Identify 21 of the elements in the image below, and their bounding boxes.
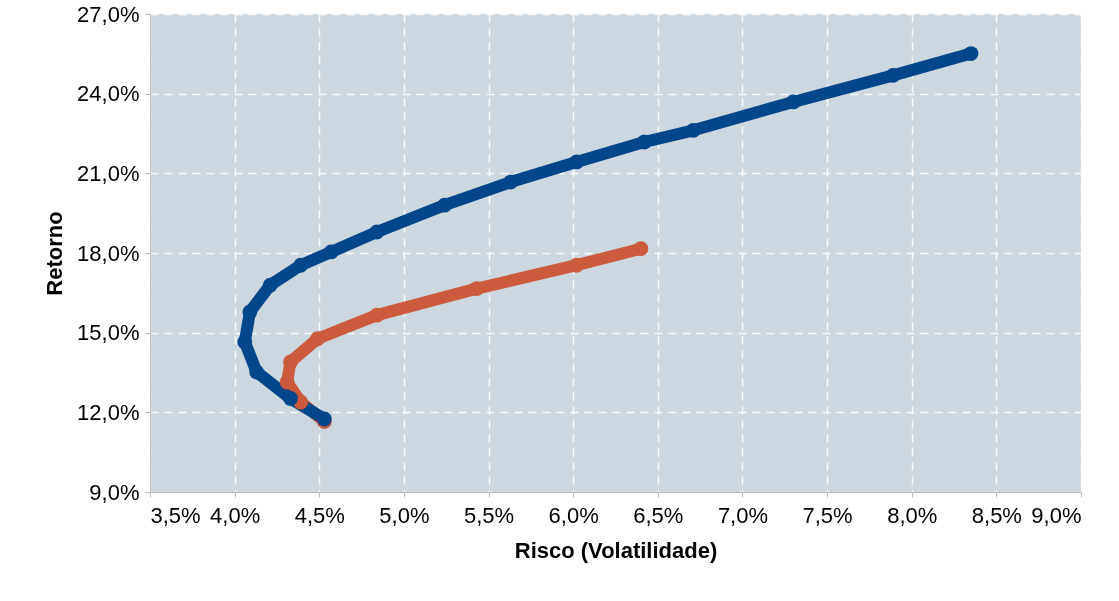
x-tick-label: 5,0% xyxy=(379,502,430,528)
x-axis-title: Risco (Volatilidade) xyxy=(514,537,718,563)
x-tick-label: 7,0% xyxy=(717,502,769,528)
x-tick-label: 8,0% xyxy=(887,502,938,528)
y-tick-label: 12,0% xyxy=(77,399,140,425)
y-tick-label: 15,0% xyxy=(77,320,140,346)
x-tick-label: 5,5% xyxy=(463,502,515,528)
y-tick-label: 9,0% xyxy=(89,479,140,505)
y-tick-label: 24,0% xyxy=(77,81,140,107)
x-tick-label: 4,5% xyxy=(294,502,345,528)
x-tick-label: 3,5% xyxy=(150,502,201,528)
x-tick-label: 7,5% xyxy=(802,502,853,528)
y-tick-label: 27,0% xyxy=(77,1,140,27)
x-tick-label: 9,0% xyxy=(1031,502,1082,528)
x-tick-label: 6,5% xyxy=(633,502,684,528)
x-tick-label: 6,0% xyxy=(548,502,599,528)
x-tick-label: 4,0% xyxy=(210,502,261,528)
y-tick-label: 21,0% xyxy=(77,160,140,186)
y-tick-label: 18,0% xyxy=(77,240,140,266)
x-tick-label: 8,5% xyxy=(971,502,1022,528)
y-axis-title: Retorno xyxy=(42,211,68,296)
